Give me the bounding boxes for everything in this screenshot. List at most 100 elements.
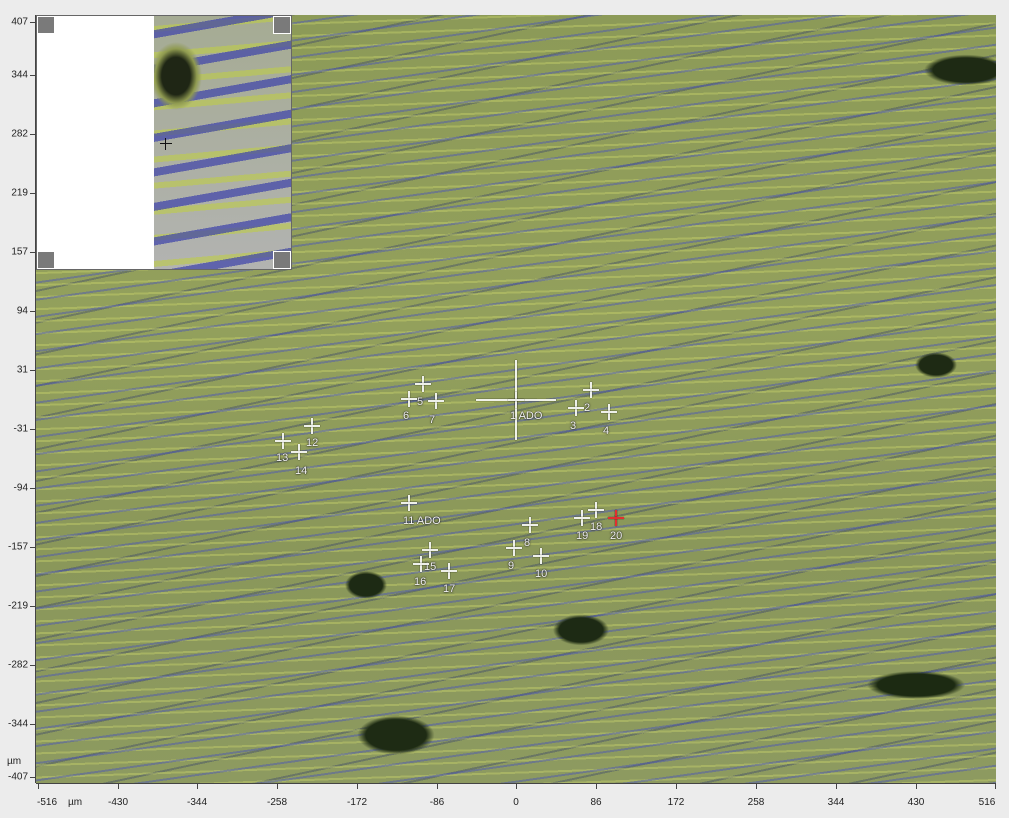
y-tick [30,193,36,194]
marker-label: 10 [535,568,548,580]
marker-label: 8 [524,537,531,549]
marker-label: 3 [570,420,577,432]
marker-label: 16 [414,576,427,588]
inset-zoom-image [154,16,291,269]
viewer-right-margin [996,15,1009,783]
y-axis-line [35,15,36,783]
x-tick [676,783,677,789]
corner-handle-icon[interactable] [37,16,55,34]
marker-label: 9 [508,560,515,572]
x-tick-label: -86 [429,797,445,808]
measurement-marker[interactable] [441,563,457,579]
marker-label: 1 ADO [510,410,543,422]
measurement-marker[interactable] [401,391,417,407]
marker-label: 6 [403,410,410,422]
x-tick [916,783,917,789]
measurement-marker[interactable] [415,376,431,392]
marker-label: 20 [610,530,623,542]
x-tick [836,783,837,789]
x-tick [516,783,517,789]
corner-handle-icon[interactable] [273,251,291,269]
y-tick [30,252,36,253]
marker-label: 2 [584,402,591,414]
measurement-marker[interactable] [568,400,584,416]
y-tick [30,22,36,23]
y-tick [30,606,36,607]
y-tick [30,311,36,312]
y-tick [30,777,36,778]
y-tick-label: 157 [11,246,28,258]
measurement-marker[interactable] [574,510,590,526]
measurement-marker[interactable] [601,404,617,420]
y-axis-unit: µm [7,756,22,767]
x-tick [437,783,438,789]
overview-inset[interactable] [36,15,292,270]
marker-label: 18 [590,521,603,533]
x-tick-label: 258 [747,797,765,808]
y-tick-label: -282 [7,659,28,671]
marker-label: 19 [576,530,589,542]
x-tick-label: 86 [590,797,602,808]
x-tick-label: 172 [667,797,685,808]
y-tick [30,665,36,666]
y-tick [30,724,36,725]
marker-label: 7 [429,414,436,426]
y-tick [30,75,36,76]
measurement-marker[interactable] [588,502,604,518]
y-tick-label: -31 [13,423,28,435]
marker-label: 17 [443,583,456,595]
x-tick [118,783,119,789]
measurement-marker-selected[interactable] [608,510,624,526]
y-tick-label: 407 [11,16,28,28]
corner-handle-icon[interactable] [273,16,291,34]
measurement-marker[interactable] [508,392,524,408]
measurement-marker[interactable] [291,444,307,460]
measurement-marker[interactable] [428,393,444,409]
y-tick-label: -157 [7,541,28,553]
x-tick [756,783,757,789]
y-tick [30,429,36,430]
x-tick-label: 0 [513,797,519,808]
y-tick-label: -94 [13,482,28,494]
x-tick [277,783,278,789]
y-tick [30,488,36,489]
x-tick [197,783,198,789]
measurement-marker[interactable] [401,495,417,511]
measurement-marker[interactable] [583,382,599,398]
measurement-marker[interactable] [413,556,429,572]
measurement-marker[interactable] [422,542,438,558]
y-tick [30,547,36,548]
y-tick [30,134,36,135]
x-tick [596,783,597,789]
y-tick-label: -407 [7,771,28,783]
corner-handle-icon[interactable] [37,251,55,269]
x-tick-label: 430 [907,797,925,808]
marker-label: 4 [603,425,610,437]
x-axis-unit: µm [68,797,83,808]
x-tick-label: 344 [827,797,845,808]
x-tick-label: -430 [107,797,129,808]
measurement-marker[interactable] [522,517,538,533]
x-tick [357,783,358,789]
x-tick-label: 516 [978,797,996,808]
measurement-marker[interactable] [304,418,320,434]
measurement-marker[interactable] [533,548,549,564]
y-tick-label: 94 [16,305,28,317]
inset-blank-area [37,16,154,269]
marker-label: 11 ADO [403,515,441,527]
crosshair-icon [160,138,172,150]
measurement-marker[interactable] [275,433,291,449]
measurement-marker[interactable] [506,540,522,556]
y-tick-label: 282 [11,128,28,140]
x-tick-label: -172 [346,797,368,808]
marker-label: 12 [306,437,319,449]
x-tick [995,783,996,789]
y-tick [30,370,36,371]
marker-label: 5 [417,396,424,408]
y-tick-label: -344 [7,718,28,730]
x-tick-label: -516 [36,797,58,808]
marker-label: 13 [276,452,289,464]
y-tick-label: 31 [16,364,28,376]
y-tick-label: -219 [7,600,28,612]
